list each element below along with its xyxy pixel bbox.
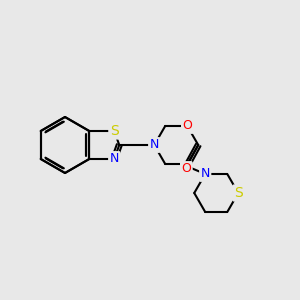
Text: N: N	[150, 139, 159, 152]
Text: S: S	[110, 124, 118, 138]
Text: O: O	[182, 119, 192, 132]
Text: O: O	[182, 119, 192, 132]
Text: S: S	[234, 186, 243, 200]
Text: N: N	[110, 152, 119, 166]
Text: S: S	[110, 124, 118, 138]
Text: O: O	[181, 163, 191, 176]
Text: O: O	[181, 163, 191, 176]
Text: N: N	[201, 167, 210, 180]
Text: N: N	[110, 152, 119, 166]
Text: N: N	[201, 167, 210, 180]
Text: S: S	[234, 186, 243, 200]
Text: N: N	[150, 139, 159, 152]
